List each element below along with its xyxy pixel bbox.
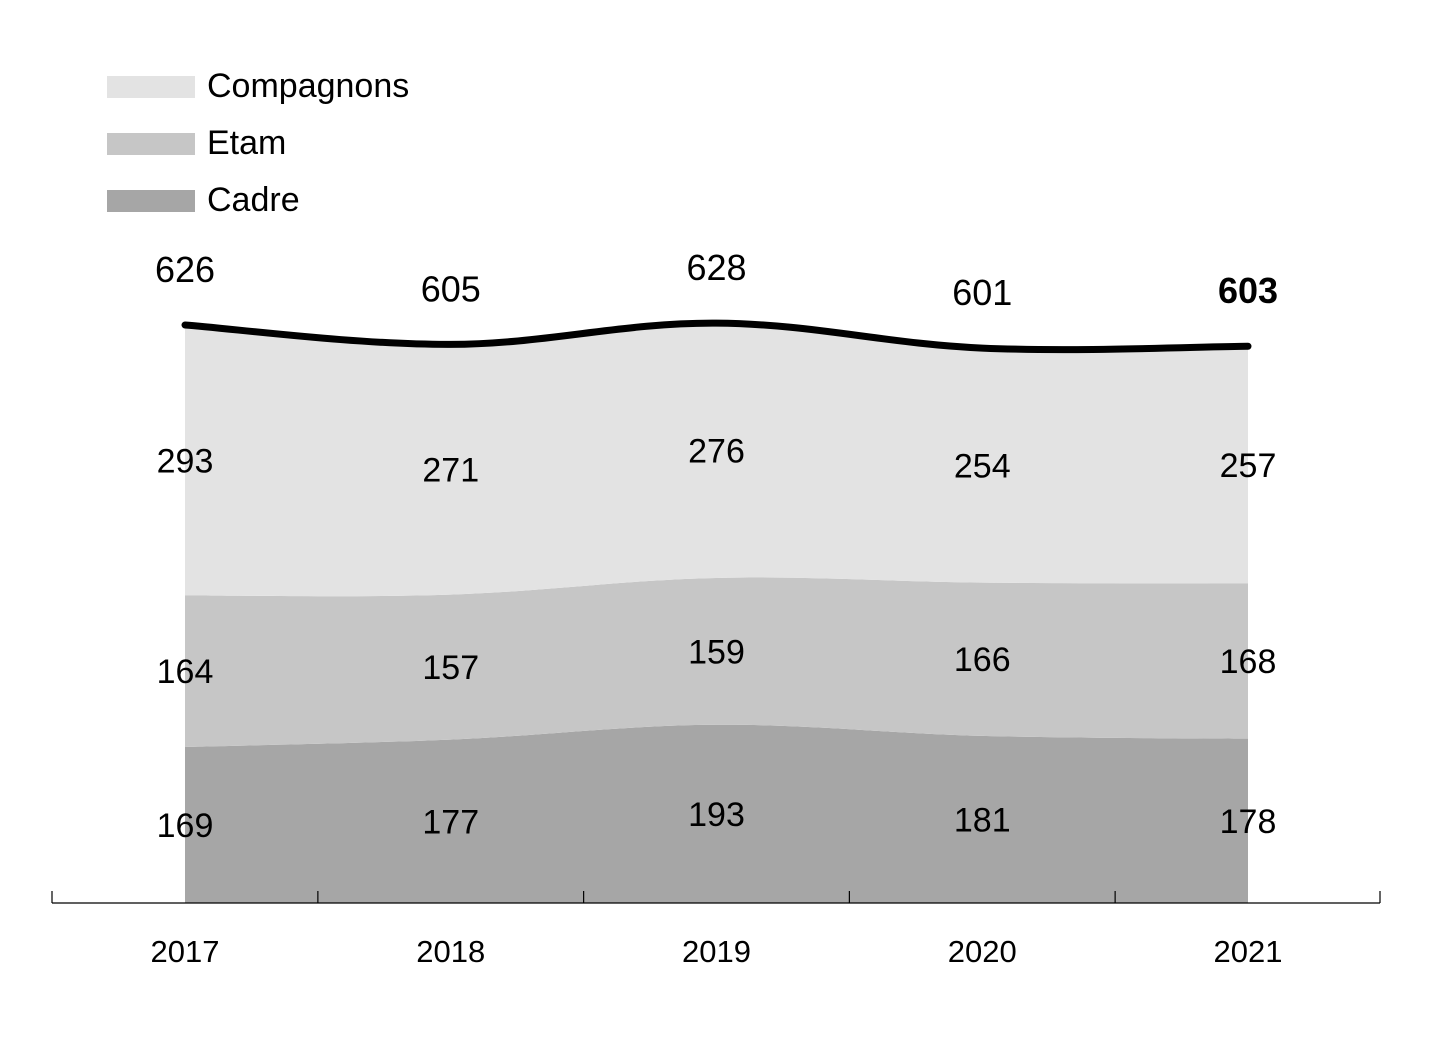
- data-label-compagnons: 293: [157, 442, 214, 480]
- area-cadre: [185, 724, 1248, 903]
- legend-swatch-compagnons: [107, 75, 195, 98]
- area-compagnons: [185, 323, 1248, 597]
- legend-swatch-etam: [107, 132, 195, 155]
- value-labels: 169 177 193 181 178 164 157 159 166 168 293 271 276 2…: [155, 247, 1278, 845]
- data-label-etam: 157: [422, 649, 479, 687]
- legend-item-compagnons: Compagnons: [107, 58, 409, 115]
- total-label: 626: [155, 249, 215, 290]
- data-label-etam: 166: [954, 641, 1011, 679]
- legend-label-cadre: Cadre: [207, 181, 300, 219]
- data-label-cadre: 193: [688, 796, 745, 834]
- x-axis: 2017 2018 2019 2020 2021: [51, 891, 1381, 969]
- data-label-etam: 164: [157, 653, 214, 691]
- legend-label-etam: Etam: [207, 124, 287, 162]
- data-label-etam: 159: [688, 633, 745, 671]
- data-label-compagnons: 257: [1220, 447, 1277, 485]
- total-line: [181, 319, 1252, 354]
- x-tick-label: 2021: [1214, 934, 1283, 969]
- total-label: 603: [1218, 270, 1278, 311]
- x-tick-label: 2020: [948, 934, 1017, 969]
- x-tick-label: 2018: [416, 934, 485, 969]
- data-label-cadre: 181: [954, 801, 1011, 839]
- total-line-group: [181, 319, 1252, 354]
- area-layers: [185, 323, 1248, 903]
- data-label-cadre: 177: [422, 803, 479, 841]
- x-tick-label: 2017: [151, 934, 220, 969]
- data-label-compagnons: 271: [422, 452, 479, 490]
- data-label-cadre: 178: [1220, 803, 1277, 841]
- total-label: 605: [421, 268, 481, 309]
- legend-item-etam: Etam: [107, 115, 409, 172]
- area-etam: [185, 577, 1248, 747]
- data-label-compagnons: 254: [954, 447, 1011, 485]
- total-label: 628: [686, 247, 746, 288]
- total-label: 601: [952, 272, 1012, 313]
- legend-swatch-cadre: [107, 189, 195, 212]
- data-label-cadre: 169: [157, 807, 214, 845]
- legend-label-compagnons: Compagnons: [207, 67, 410, 105]
- data-label-compagnons: 276: [688, 433, 745, 471]
- x-tick-label: 2019: [682, 934, 751, 969]
- legend-item-cadre: Cadre: [107, 172, 409, 229]
- legend: Compagnons Etam Cadre: [107, 58, 409, 229]
- data-label-etam: 168: [1220, 643, 1277, 681]
